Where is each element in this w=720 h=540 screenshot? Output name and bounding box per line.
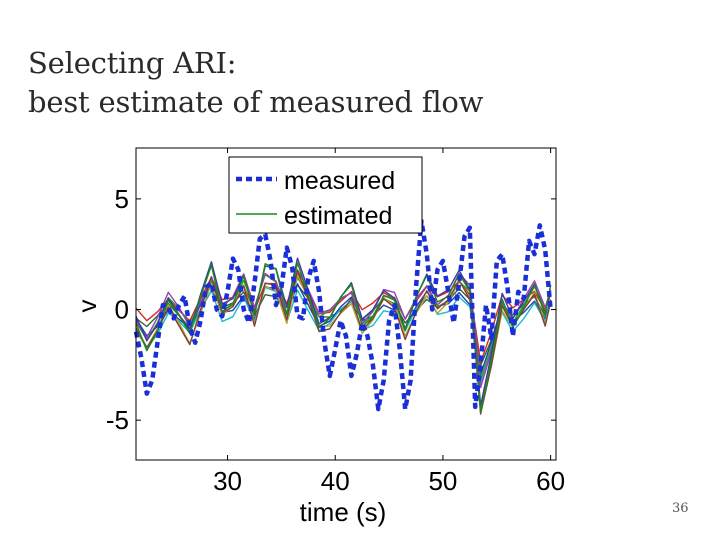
slide-title-line-2: best estimate of measured flow	[28, 85, 484, 119]
y-tick-label: 5	[115, 184, 129, 214]
slide-title-line-1: Selecting ARI:	[28, 46, 237, 80]
legend-measured-label: measured	[284, 167, 395, 195]
y-tick-label: 0	[115, 295, 129, 325]
x-axis-label: time (s)	[300, 497, 387, 527]
legend: measured estimated	[228, 156, 423, 234]
estimated-line-4	[135, 286, 552, 385]
tick-group: 30 40 50 60 -5 0 5	[106, 148, 565, 496]
plot-frame	[135, 147, 557, 461]
x-tick-label: 60	[536, 466, 565, 496]
legend-estimated-label: estimated	[284, 202, 392, 230]
estimated-line-9	[135, 257, 552, 407]
slide-title: Selecting ARI: best estimate of measured…	[28, 44, 483, 122]
y-axis-label: v	[72, 300, 102, 313]
y-tick-label: -5	[106, 405, 129, 435]
measured-line	[133, 218, 553, 412]
legend-box	[228, 156, 423, 234]
x-tick-label: 40	[321, 466, 350, 496]
estimated-line-10	[135, 262, 552, 413]
measured-series-group	[133, 218, 553, 412]
x-tick-label: 30	[213, 466, 242, 496]
page-number: 36	[672, 501, 689, 516]
estimated-line-3	[135, 283, 552, 376]
x-tick-label: 50	[428, 466, 457, 496]
